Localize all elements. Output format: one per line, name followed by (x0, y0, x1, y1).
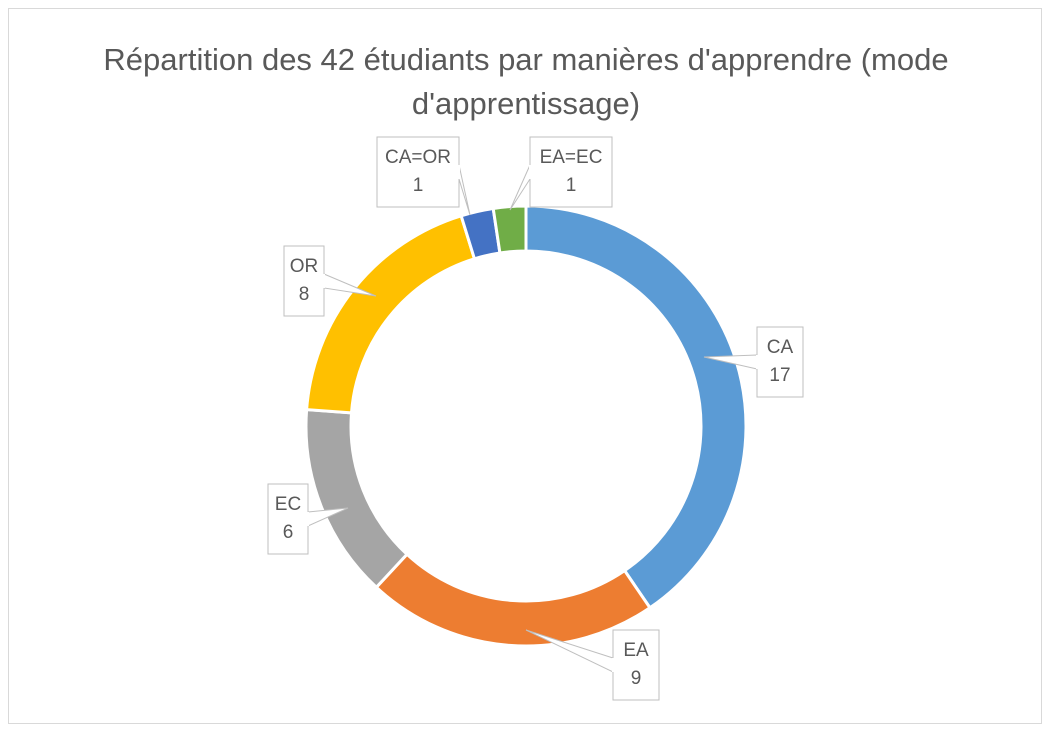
data-label-category: EA (623, 640, 649, 661)
data-label-ca-or: CA=OR 1 (377, 137, 470, 215)
slice-or (307, 216, 475, 413)
data-label-value: 8 (299, 284, 310, 305)
data-label-value: 1 (413, 175, 424, 196)
data-label-value: 1 (566, 175, 577, 196)
slice-ea (376, 554, 650, 646)
data-label-ea-ec: EA=EC 1 (510, 137, 612, 210)
data-label-value: 9 (631, 668, 642, 689)
data-label-value: 6 (283, 522, 294, 543)
data-label-category: EA=EC (540, 147, 603, 168)
data-label-category: OR (290, 256, 319, 277)
data-label-category: CA (767, 337, 794, 358)
data-label-value: 17 (769, 365, 790, 386)
slice-ea-ec (493, 206, 526, 253)
data-label-category: EC (275, 494, 301, 515)
slice-ec (306, 410, 407, 588)
slice-ca (526, 206, 746, 608)
data-label-category: CA=OR (385, 147, 451, 168)
